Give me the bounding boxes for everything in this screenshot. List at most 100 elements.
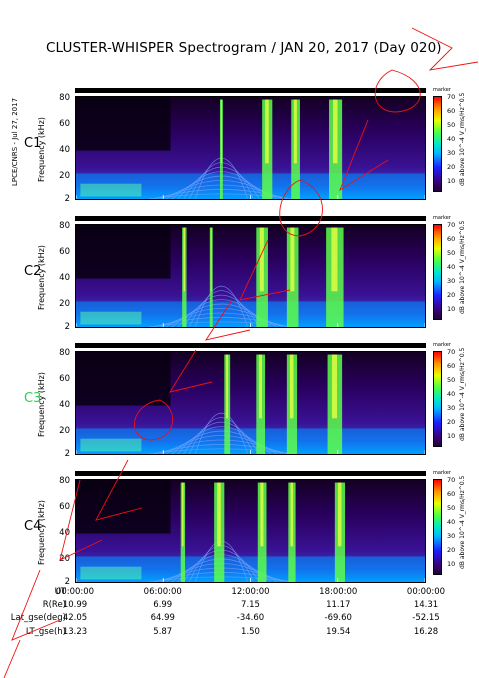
colorbar-tick: 40 (447, 390, 456, 398)
ephemeris-value: -34.60 (236, 613, 265, 623)
ephemeris-value: 5.87 (153, 627, 173, 637)
y-axis-label: Frequency (kHz) (37, 117, 46, 182)
x-tick-label: 06:00:00 (143, 587, 182, 597)
x-tick-label: 18:00:00 (319, 587, 358, 597)
ephemeris-value: 10.99 (62, 600, 88, 610)
colorbar (433, 96, 442, 192)
x-tick-label: 12:00:00 (231, 587, 270, 597)
x-tick-label: 00:00:00 (406, 587, 446, 597)
ephemeris-value: 14.31 (413, 600, 439, 610)
y-tick-label: 80 (59, 220, 70, 231)
emission-core (259, 227, 264, 292)
ephemeris-value: -52.15 (412, 613, 440, 623)
ephemeris-value: 16.28 (413, 627, 439, 637)
colorbar-tick: 50 (447, 121, 456, 129)
harmonic-arc (183, 421, 260, 454)
y-tick-label: 20 (59, 298, 70, 309)
colorbar-tick: 70 (447, 221, 456, 229)
panel-label-c1: C1 (24, 136, 42, 151)
colorbar-tick: 60 (447, 235, 456, 243)
ephemeris-value: 7.15 (241, 600, 260, 610)
y-tick-label: 40 (59, 399, 70, 410)
y-axis-label: Frequency (kHz) (37, 500, 46, 565)
harmonic-arc (183, 294, 260, 327)
status-bar (75, 216, 426, 221)
colorbar-tick: 60 (447, 362, 456, 370)
colorbar-label: dB above 10^-4 V_rms/Hz^0.5 (459, 475, 466, 569)
ephemeris-value: 13.23 (62, 627, 88, 637)
plasma-line (80, 311, 142, 325)
colorbar (433, 479, 442, 575)
y-tick-label: 40 (59, 272, 70, 283)
colorbar-tick: 10 (447, 432, 456, 440)
y-tick-label: 60 (59, 246, 70, 257)
colorbar-tick: 40 (447, 263, 456, 271)
panel-label-c2: C2 (24, 264, 42, 279)
emission-core (258, 354, 262, 419)
emission-core (332, 99, 338, 164)
colorbar-tick: 20 (447, 163, 456, 171)
colorbar-tick: 40 (447, 518, 456, 526)
spectrogram-plot (76, 480, 425, 582)
harmonic-arc (160, 439, 283, 454)
plasma-line (80, 183, 142, 197)
emission-core (182, 482, 184, 547)
y-tick-label: 60 (59, 373, 70, 384)
emission-core (293, 99, 297, 164)
spectrogram-c2 (75, 224, 426, 328)
colorbar (433, 351, 442, 447)
ephemeris-value: 64.99 (150, 613, 175, 623)
colorbar-tick: 60 (447, 490, 456, 498)
emission-core (290, 227, 295, 292)
side-caption: LPCE/CNRS - Jul 27, 2017 (11, 97, 19, 186)
colorbar-tick: 70 (447, 348, 456, 356)
ephemeris-value: -69.60 (324, 613, 352, 623)
spectrogram-c4 (75, 479, 426, 583)
ephemeris-row-label: UT (54, 587, 66, 597)
panel-label-c4: C4 (24, 519, 42, 534)
status-bar (75, 88, 426, 93)
y-tick-label: 20 (59, 425, 70, 436)
emission-core (183, 227, 185, 292)
colorbar-tick: 30 (447, 532, 456, 540)
ephemeris-value: 11.17 (326, 600, 351, 610)
plasma-line (80, 566, 142, 580)
emission-core (220, 99, 222, 164)
colorbar-tick: 30 (447, 277, 456, 285)
y-tick-label: 80 (59, 92, 70, 103)
y-tick-label: 20 (59, 553, 70, 564)
spectrogram-c1 (75, 96, 426, 200)
colorbar-tick: 10 (447, 305, 456, 313)
colorbar-tick: 20 (447, 418, 456, 426)
spectrogram-plot (76, 225, 425, 327)
colorbar-tick: 40 (447, 135, 456, 143)
panel-label-c3: C3 (24, 391, 42, 406)
y-axis-label: Frequency (kHz) (37, 372, 46, 437)
emission-core (331, 227, 338, 292)
x-tick-label: 00:00:00 (55, 587, 95, 597)
colorbar-label: dB above 10^-4 V_rms/Hz^0.5 (459, 92, 466, 186)
ephemeris-value: 6.99 (153, 600, 173, 610)
status-label: marker (433, 470, 451, 476)
status-label: marker (433, 342, 451, 348)
annotation-stroke (3, 639, 21, 678)
harmonic-arc (194, 412, 248, 454)
chart-title: CLUSTER-WHISPER Spectrogram / JAN 20, 20… (46, 40, 442, 56)
y-tick-label: 60 (59, 118, 70, 129)
emission-core (265, 99, 269, 164)
y-tick-label: 20 (59, 170, 70, 181)
status-bar (75, 343, 426, 348)
y-tick-label: 2 (64, 577, 70, 587)
colorbar-tick: 10 (447, 177, 456, 185)
spectrogram-plot (76, 97, 425, 199)
emission-core (260, 482, 264, 547)
emission-core (337, 482, 342, 547)
colorbar-tick: 20 (447, 546, 456, 554)
y-tick-label: 2 (64, 322, 70, 332)
emission-core (210, 227, 212, 292)
spectrogram-plot (76, 352, 425, 454)
colorbar-tick: 70 (447, 476, 456, 484)
colorbar-tick: 50 (447, 376, 456, 384)
emission-core (289, 354, 294, 419)
y-tick-label: 80 (59, 475, 70, 486)
